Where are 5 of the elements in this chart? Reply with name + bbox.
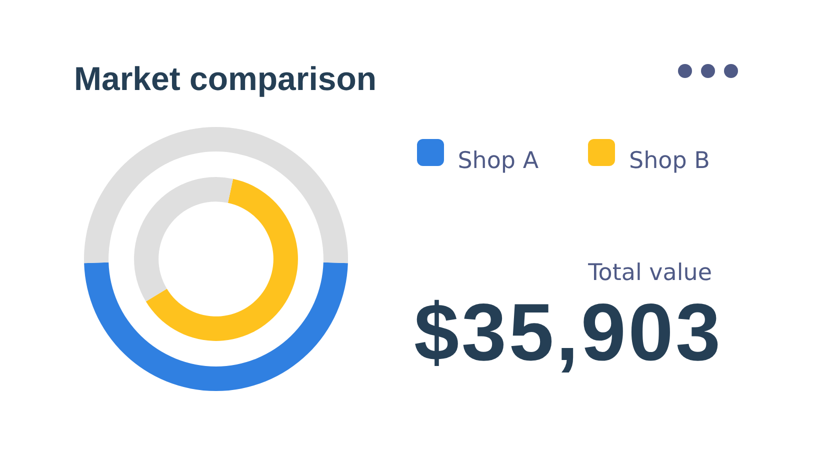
text: $35,903: [414, 288, 723, 378]
chart-title: Market comparison: [74, 60, 377, 97]
legend-label: Shop B: [629, 148, 710, 174]
legend-label: Shop A: [458, 148, 539, 174]
text: Total value: [588, 260, 712, 286]
